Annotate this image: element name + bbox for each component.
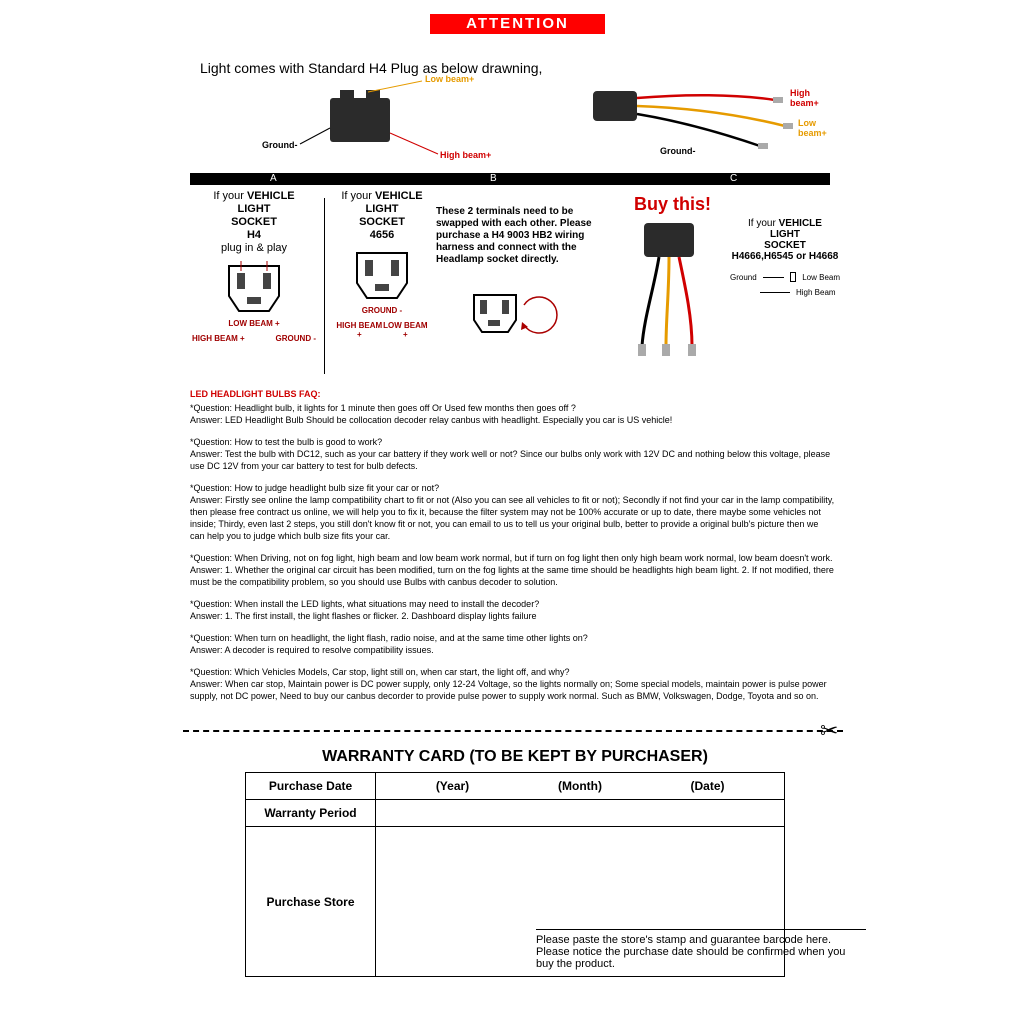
- page: ATTENTION Light comes with Standard H4 P…: [0, 0, 1024, 1024]
- col-b-low: LOW BEAM +: [383, 321, 428, 339]
- bundle-label-high: High beam+: [790, 88, 830, 108]
- col-b-high: HIGH BEAM +: [336, 321, 383, 339]
- faq-title: LED HEADLIGHT BULBS FAQ:: [190, 388, 835, 400]
- cell-warranty-period-value: [376, 800, 785, 827]
- column-c: If your VEHICLE LIGHTSOCKET H4666,H6545 …: [730, 218, 840, 299]
- warranty-title: WARRANTY CARD (TO BE KEPT BY PURCHASER): [245, 748, 785, 766]
- cut-line: [183, 730, 843, 732]
- faq-q3: *Question: How to judge headlight bulb s…: [190, 482, 835, 542]
- column-b: If your VEHICLE LIGHTSOCKET 4656 GROUND …: [332, 190, 432, 380]
- warranty-table: Purchase Date (Year) (Month) (Date) Warr…: [245, 772, 785, 977]
- abc-header-bar: A B C: [190, 173, 830, 185]
- cell-warranty-period: Warranty Period: [246, 800, 376, 827]
- faq-q7: *Question: Which Vehicles Models, Car st…: [190, 666, 835, 702]
- col-b-label: B: [490, 173, 497, 185]
- faq-section: LED HEADLIGHT BULBS FAQ: *Question: Head…: [190, 388, 835, 712]
- buy-this-label: Buy this!: [634, 194, 711, 215]
- store-note-text: Please paste the store's stamp and guara…: [536, 929, 866, 970]
- divider-1: [324, 198, 325, 374]
- col-b-ground: GROUND -: [332, 306, 432, 315]
- column-a: If your VEHICLE LIGHTSOCKET H4plug in & …: [184, 190, 324, 380]
- socket-b-icon: [347, 248, 417, 306]
- swap-instructions: These 2 terminals need to be swapped wit…: [436, 206, 611, 266]
- col-a-label: A: [270, 173, 277, 185]
- col-c-label: C: [730, 173, 737, 185]
- wiring-diagram-area: Low beam+ Ground- High beam+ High beam+ …: [190, 78, 830, 173]
- cell-store-note: Please paste the store's stamp and guara…: [376, 827, 785, 977]
- col-c-schematic: GroundLow Beam High Beam: [730, 272, 840, 297]
- warranty-card: WARRANTY CARD (TO BE KEPT BY PURCHASER) …: [245, 748, 785, 977]
- bundle-label-low: Low beam+: [798, 118, 830, 138]
- cell-purchase-date: Purchase Date: [246, 773, 376, 800]
- faq-q4: *Question: When Driving, not on fog ligh…: [190, 552, 835, 588]
- intro-text: Light comes with Standard H4 Plug as bel…: [200, 60, 542, 76]
- harness-photo-icon: [614, 218, 724, 358]
- cell-purchase-store: Purchase Store: [246, 827, 376, 977]
- columns-area: If your VEHICLE LIGHTSOCKET H4plug in & …: [184, 190, 844, 380]
- col-a-high: HIGH BEAM +: [192, 334, 245, 343]
- col-a-ground: GROUND -: [276, 334, 316, 343]
- faq-q5: *Question: When install the LED lights, …: [190, 598, 835, 622]
- socket-a-icon: [219, 261, 289, 319]
- col-a-low: LOW BEAM +: [184, 319, 324, 328]
- col-c-header: If your VEHICLE LIGHTSOCKET H4666,H6545 …: [730, 218, 840, 262]
- bundle-label-ground: Ground-: [660, 146, 696, 156]
- faq-q1: *Question: Headlight bulb, it lights for…: [190, 402, 835, 426]
- swap-socket-icon: [464, 290, 564, 360]
- attention-banner: ATTENTION: [430, 14, 605, 34]
- col-b-header: If your VEHICLE LIGHTSOCKET 4656: [332, 190, 432, 242]
- faq-q6: *Question: When turn on headlight, the l…: [190, 632, 835, 656]
- scissors-icon: ✂: [820, 718, 838, 744]
- label-ground: Ground-: [262, 140, 298, 150]
- col-a-header: If your VEHICLE LIGHTSOCKET H4plug in & …: [184, 190, 324, 255]
- cell-ymd: (Year) (Month) (Date): [376, 773, 785, 800]
- label-low-beam: Low beam+: [425, 74, 474, 84]
- faq-q2: *Question: How to test the bulb is good …: [190, 436, 835, 472]
- label-high-beam: High beam+: [440, 150, 491, 160]
